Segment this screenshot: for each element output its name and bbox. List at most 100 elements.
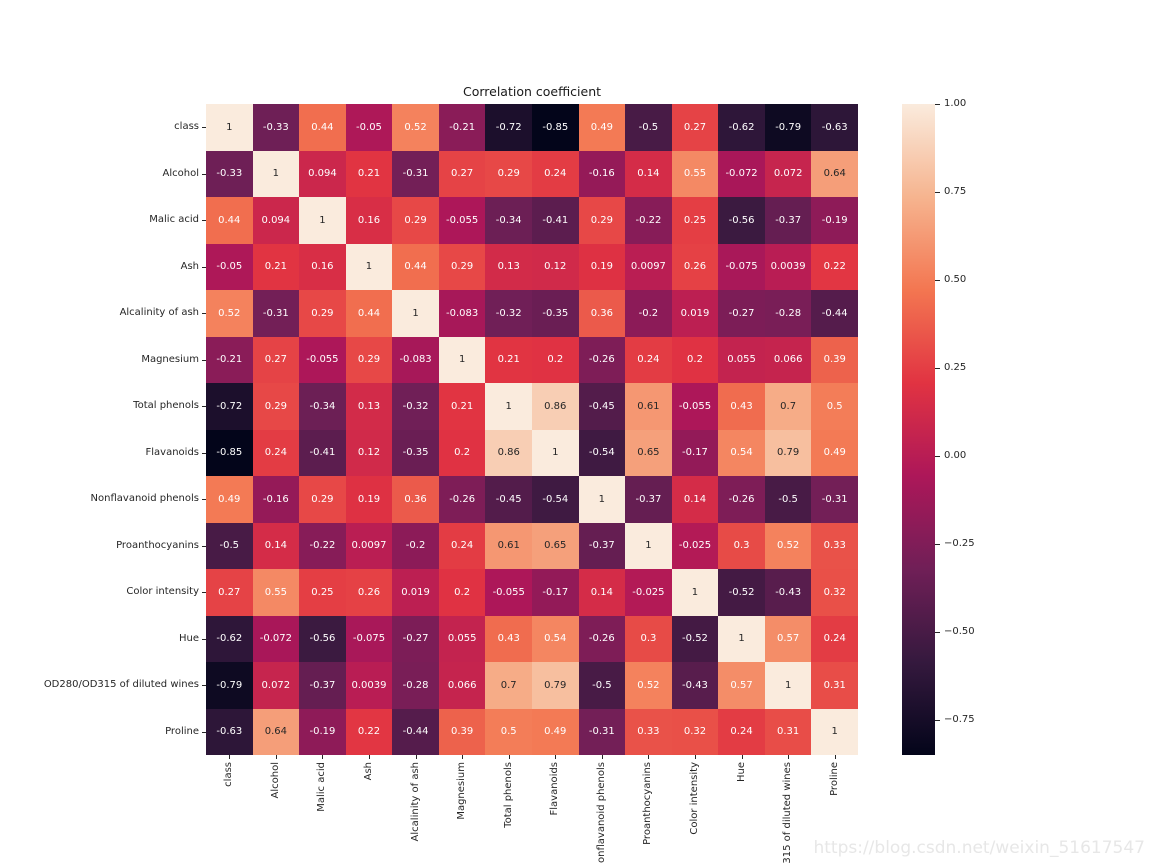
heatmap-cell: 0.79 — [764, 429, 812, 476]
heatmap-cell: 0.24 — [252, 429, 300, 476]
heatmap-cell: -0.5 — [206, 522, 253, 569]
heatmap-cell: 0.0097 — [345, 522, 393, 569]
x-axis-label: Proanthocyanins — [642, 762, 654, 845]
heatmap-cell: 0.072 — [764, 150, 812, 197]
heatmap-cell: -0.28 — [764, 290, 812, 337]
heatmap-cell: 0.3 — [625, 615, 672, 662]
heatmap-cell: -0.05 — [206, 243, 253, 290]
y-axis-label: OD280/OD315 of diluted wines — [43, 679, 199, 691]
tick-mark — [202, 639, 206, 640]
heatmap-cell: -0.35 — [532, 290, 579, 337]
heatmap-cell: 0.019 — [392, 569, 439, 616]
x-axis-label: Magnesium — [456, 762, 468, 820]
heatmap-cell: 0.14 — [671, 476, 719, 523]
heatmap-cell: -0.44 — [811, 290, 858, 337]
heatmap-cell: -0.63 — [811, 104, 858, 151]
heatmap-cell: 0.31 — [764, 708, 812, 755]
heatmap-cell: -0.79 — [764, 104, 812, 151]
heatmap-cell: 0.13 — [485, 243, 532, 290]
heatmap-cell: 0.44 — [392, 243, 439, 290]
heatmap-cell: -0.26 — [718, 476, 765, 523]
heatmap-cell: -0.45 — [485, 476, 532, 523]
heatmap-cell: 0.12 — [532, 243, 579, 290]
heatmap-cell: 0.29 — [299, 476, 346, 523]
heatmap-cell: 0.27 — [206, 569, 253, 616]
heatmap-cell: 0.055 — [718, 336, 765, 383]
heatmap-cell: -0.63 — [206, 708, 253, 755]
tick-mark — [788, 755, 789, 759]
tick-mark — [202, 453, 206, 454]
heatmap-cell: 0.7 — [485, 662, 532, 709]
heatmap-cell: 1 — [578, 476, 626, 523]
heatmap-cell: -0.025 — [671, 522, 719, 569]
heatmap-cell: 0.36 — [392, 476, 439, 523]
x-axis-label: Nonflavanoid phenols — [595, 762, 607, 864]
heatmap-cell: -0.62 — [718, 104, 765, 151]
heatmap-cell: 0.0039 — [764, 243, 812, 290]
colorbar — [902, 104, 935, 755]
heatmap-cell: 0.29 — [485, 150, 532, 197]
heatmap-cell: -0.5 — [578, 662, 626, 709]
heatmap-cell: -0.56 — [718, 197, 765, 244]
tick-mark — [202, 499, 206, 500]
tick-mark — [369, 755, 370, 759]
colorbar-tick-label: −0.50 — [944, 625, 975, 637]
heatmap-cell: 0.49 — [811, 429, 858, 476]
y-axis-label: Total phenols — [133, 400, 199, 412]
heatmap-cell: -0.33 — [206, 150, 253, 197]
heatmap-cell: 0.019 — [671, 290, 719, 337]
heatmap-cell: 0.86 — [485, 429, 532, 476]
heatmap-cell: 0.43 — [485, 615, 532, 662]
heatmap-grid: 1 -0.33 0.44 -0.05 0.52 -0.21 -0.72 -0.85 0.49 -0… — [206, 104, 858, 755]
heatmap-cell: 0.12 — [345, 429, 393, 476]
heatmap-cell: 0.49 — [532, 708, 579, 755]
heatmap-cell: -0.19 — [811, 197, 858, 244]
heatmap-cell: 0.61 — [625, 383, 672, 430]
heatmap-cell: 0.57 — [764, 615, 812, 662]
heatmap-cell: 0.26 — [345, 569, 393, 616]
heatmap-cell: 0.36 — [578, 290, 626, 337]
heatmap-cell: -0.26 — [438, 476, 486, 523]
x-axis-label: Alcalinity of ash — [409, 762, 421, 842]
heatmap-cell: -0.22 — [299, 522, 346, 569]
heatmap-cell: 0.29 — [345, 336, 393, 383]
colorbar-tick-mark — [935, 104, 940, 105]
heatmap-cell: -0.16 — [252, 476, 300, 523]
colorbar-tick-mark — [935, 280, 940, 281]
heatmap-cell: -0.85 — [206, 429, 253, 476]
heatmap-cell: 1 — [438, 336, 486, 383]
heatmap-cell: -0.27 — [718, 290, 765, 337]
heatmap-cell: 0.43 — [718, 383, 765, 430]
colorbar-tick-mark — [935, 632, 940, 633]
tick-mark — [202, 546, 206, 547]
tick-mark — [835, 755, 836, 759]
tick-mark — [202, 267, 206, 268]
heatmap-cell: -0.56 — [299, 615, 346, 662]
heatmap-cell: -0.54 — [532, 476, 579, 523]
heatmap-cell: 0.24 — [532, 150, 579, 197]
heatmap-cell: 0.2 — [532, 336, 579, 383]
heatmap-cell: -0.17 — [671, 429, 719, 476]
heatmap-cell: 0.055 — [438, 615, 486, 662]
heatmap-cell: 0.14 — [625, 150, 672, 197]
x-axis-label: Alcohol — [269, 762, 281, 799]
colorbar-tick-label: 0.25 — [944, 361, 967, 373]
heatmap-cell: 0.16 — [345, 197, 393, 244]
x-axis-label: Color intensity — [689, 762, 700, 835]
colorbar-tick-label: 0.00 — [944, 449, 967, 461]
heatmap-cell: 0.52 — [206, 290, 253, 337]
heatmap-cell: 0.44 — [345, 290, 393, 337]
heatmap-cell: -0.2 — [392, 522, 439, 569]
heatmap-cell: -0.32 — [485, 290, 532, 337]
heatmap-cell: -0.72 — [485, 104, 532, 151]
colorbar-tick-mark — [935, 368, 940, 369]
heatmap-cell: 0.16 — [299, 243, 346, 290]
heatmap-cell: 0.29 — [578, 197, 626, 244]
heatmap-cell: 0.21 — [438, 383, 486, 430]
tick-mark — [202, 732, 206, 733]
heatmap-cell: 0.27 — [438, 150, 486, 197]
heatmap-cell: -0.2 — [625, 290, 672, 337]
heatmap-cell: -0.072 — [252, 615, 300, 662]
heatmap-cell: -0.85 — [532, 104, 579, 151]
heatmap-cell: -0.055 — [438, 197, 486, 244]
